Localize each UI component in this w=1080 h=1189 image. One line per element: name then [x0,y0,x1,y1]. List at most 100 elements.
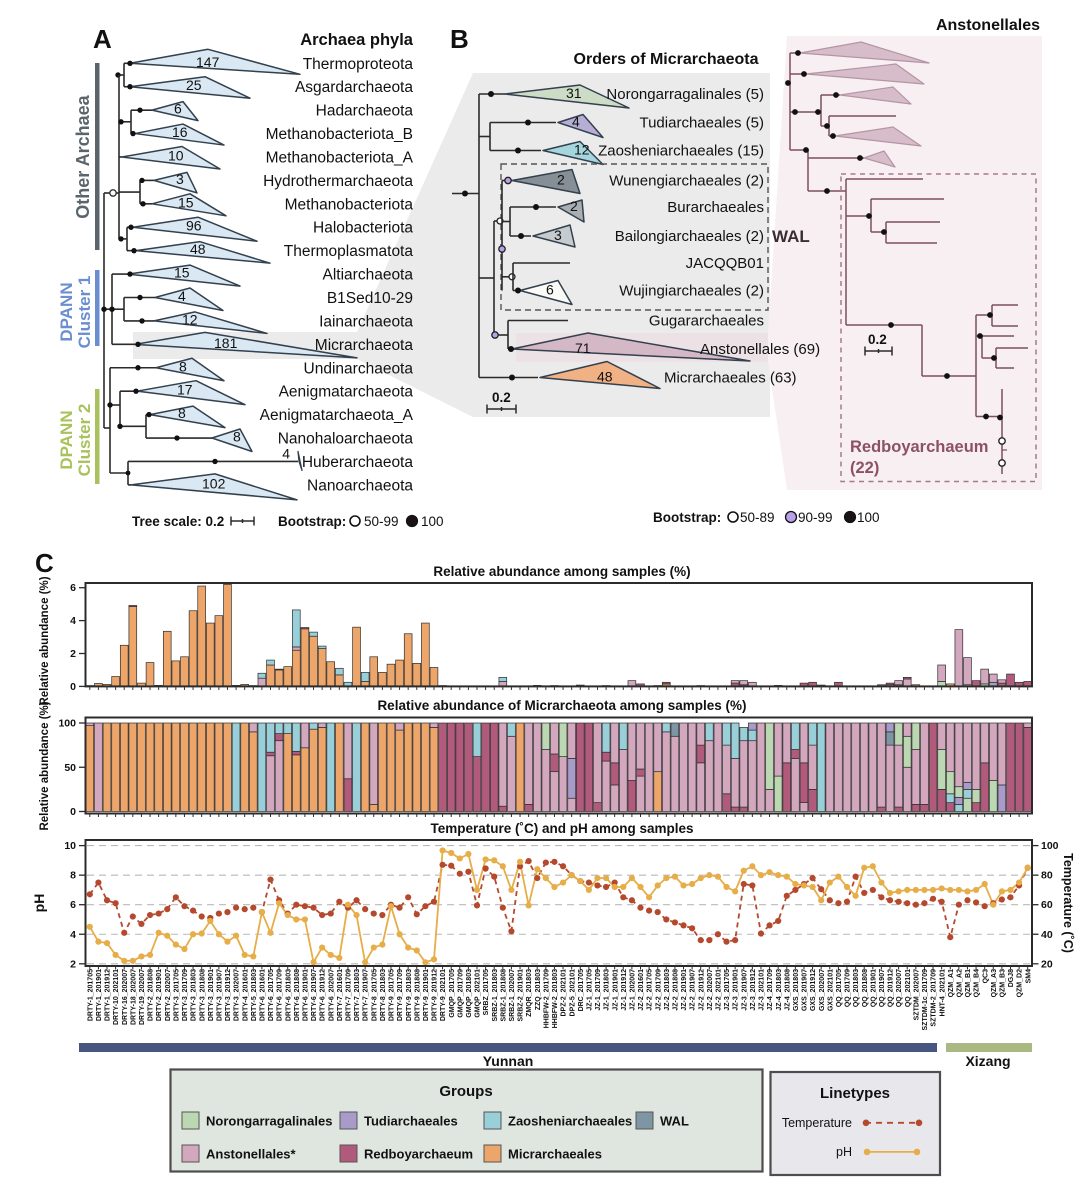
svg-text:8: 8 [179,358,187,374]
svg-text:Aenigmatarchaeota: Aenigmatarchaeota [279,384,414,401]
svg-text:Thermoproteota: Thermoproteota [303,56,414,73]
svg-text:JZ-3_201901: JZ-3_201901 [733,969,740,1011]
svg-text:JZ-2_202101: JZ-2_202101 [716,969,723,1011]
svg-text:4: 4 [70,615,76,627]
svg-text:DRTY-16_202007: DRTY-16_202007 [122,969,129,1025]
svg-text:2: 2 [557,172,565,188]
svg-text:Orders of Micrarchaeota: Orders of Micrarchaeota [574,51,759,68]
svg-text:12: 12 [182,311,198,327]
svg-text:60: 60 [1041,899,1053,911]
svg-text:ZMQR_201803: ZMQR_201803 [526,969,533,1017]
svg-text:Micrarchaeales: Micrarchaeales [508,1147,602,1162]
svg-text:DRTY-6_201912: DRTY-6_201912 [320,969,327,1021]
svg-text:DRTY-19_202007: DRTY-19_202007 [139,969,146,1025]
svg-text:DRTY-8_201705: DRTY-8_201705 [371,969,378,1021]
svg-text:SRBZ-1_201808: SRBZ-1_201808 [500,969,507,1022]
svg-text:Huberarchaeota: Huberarchaeota [302,454,414,471]
svg-text:DRTY-3_201705: DRTY-3_201705 [173,969,180,1021]
svg-text:100: 100 [58,718,76,730]
svg-text:DRTY-9_201808: DRTY-9_201808 [414,969,421,1021]
svg-text:DRTY-9_201803: DRTY-9_201803 [406,969,413,1021]
svg-text:Bootstrap:: Bootstrap: [278,514,346,529]
svg-text:4: 4 [178,288,186,304]
svg-text:JZ-2_202007: JZ-2_202007 [707,969,714,1011]
svg-text:DRTY-3_201803: DRTY-3_201803 [191,969,198,1021]
svg-text:DRTY-6_201709: DRTY-6_201709 [277,969,284,1021]
svg-text:QZM_A3: QZM_A3 [991,969,998,998]
svg-text:DRTY-9_201705: DRTY-9_201705 [389,969,396,1021]
svg-text:QQ_201808: QQ_201808 [862,969,869,1007]
svg-text:GMQP_202101: GMQP_202101 [475,969,482,1018]
svg-text:DRTY-9_202101: DRTY-9_202101 [440,969,447,1021]
svg-text:100: 100 [1041,840,1059,852]
svg-text:QQ_202007: QQ_202007 [896,969,903,1007]
svg-text:Archaea phyla: Archaea phyla [300,31,414,49]
svg-text:Yunnan: Yunnan [483,1053,534,1069]
svg-text:JZ-2_201907: JZ-2_201907 [690,969,697,1011]
svg-text:JZ-2_201705: JZ-2_201705 [647,969,654,1011]
svg-text:QZM_B1: QZM_B1 [965,969,972,998]
svg-text:50-89: 50-89 [740,510,775,525]
svg-text:SRBZ-1_202007: SRBZ-1_202007 [509,969,516,1022]
svg-text:Wujingiarchaeales (2): Wujingiarchaeales (2) [619,283,764,300]
svg-text:Xizang: Xizang [965,1053,1010,1069]
svg-text:6: 6 [70,899,76,911]
svg-text:16: 16 [172,124,188,140]
svg-text:50-99: 50-99 [364,514,399,529]
svg-text:Linetypes: Linetypes [820,1085,890,1102]
svg-text:DRTY-7_201709: DRTY-7_201709 [346,969,353,1021]
svg-text:12: 12 [574,142,590,158]
svg-text:GXS_202101: GXS_202101 [827,969,834,1011]
svg-text:DPANN: DPANN [57,410,76,469]
svg-text:DRTY-9_201709: DRTY-9_201709 [397,969,404,1021]
svg-text:DRTY-2_201808: DRTY-2_201808 [148,969,155,1021]
svg-text:2: 2 [70,648,76,660]
svg-text:A: A [93,24,112,54]
svg-text:Cluster 2: Cluster 2 [75,404,94,477]
svg-text:DRTY-2_202007: DRTY-2_202007 [165,969,172,1021]
svg-text:4: 4 [572,114,580,130]
svg-text:DRTY-3_201907: DRTY-3_201907 [216,969,223,1021]
svg-text:JZ-3_201907: JZ-3_201907 [741,969,748,1011]
svg-text:DPZ-2_202101: DPZ-2_202101 [561,969,568,1017]
svg-text:8: 8 [178,405,186,421]
svg-text:Hadarchaeota: Hadarchaeota [316,103,414,120]
svg-text:SRBZ-2_201901: SRBZ-2_201901 [518,969,525,1022]
svg-text:GXS_201803: GXS_201803 [793,969,800,1011]
svg-text:Micrarchaeales (63): Micrarchaeales (63) [664,370,797,387]
svg-text:Redboyarchaeum: Redboyarchaeum [364,1147,473,1162]
svg-text:DRTY-2_201901: DRTY-2_201901 [156,969,163,1021]
svg-text:Gugararchaeales: Gugararchaeales [649,313,764,330]
svg-text:JZ-1_201709: JZ-1_201709 [595,969,602,1011]
svg-text:JZ-4_201808: JZ-4_201808 [784,969,791,1011]
svg-text:102: 102 [202,475,226,491]
svg-text:QQ_201705: QQ_201705 [836,969,843,1007]
svg-text:DRTY-6_201803: DRTY-6_201803 [285,969,292,1021]
svg-text:Relative abundance among sampl: Relative abundance among samples (%) [433,564,690,579]
svg-text:Temperature (˚C) and pH among: Temperature (˚C) and pH among samples [430,821,693,836]
svg-text:JZ-2_201912: JZ-2_201912 [698,969,705,1011]
svg-text:JZ-1_201705: JZ-1_201705 [586,969,593,1011]
svg-text:Bootstrap:: Bootstrap: [653,510,721,525]
svg-text:JZ-1_201901: JZ-1_201901 [612,969,619,1011]
svg-text:Bailongiarchaeales (2): Bailongiarchaeales (2) [615,228,764,245]
svg-text:JZ-2_201901: JZ-2_201901 [681,969,688,1011]
svg-text:ZZQ_201803: ZZQ_201803 [535,969,542,1010]
svg-text:0: 0 [70,681,76,693]
svg-text:Micrarchaeota: Micrarchaeota [315,337,414,354]
svg-text:GMQP_201709: GMQP_201709 [457,969,464,1018]
svg-text:DRTY-1_201901: DRTY-1_201901 [96,969,103,1021]
svg-text:10: 10 [168,147,184,163]
svg-text:DRTY-8_201803: DRTY-8_201803 [380,969,387,1021]
svg-text:Temperature (˚C): Temperature (˚C) [1061,853,1075,953]
svg-text:QQ_201709: QQ_201709 [845,969,852,1007]
svg-text:QQ_201907: QQ_201907 [879,969,886,1007]
svg-text:25: 25 [186,77,202,93]
svg-text:15: 15 [174,265,190,281]
svg-text:DRTY-6_201901: DRTY-6_201901 [303,969,310,1021]
svg-text:DRTY-3_201901: DRTY-3_201901 [208,969,215,1021]
svg-text:181: 181 [214,335,238,351]
svg-text:48: 48 [597,369,613,385]
svg-text:6: 6 [546,282,554,298]
svg-text:B: B [450,24,469,54]
